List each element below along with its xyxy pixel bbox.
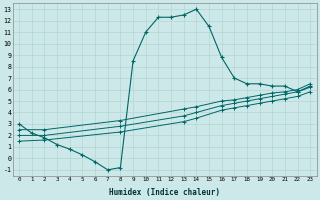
X-axis label: Humidex (Indice chaleur): Humidex (Indice chaleur): [109, 188, 220, 197]
